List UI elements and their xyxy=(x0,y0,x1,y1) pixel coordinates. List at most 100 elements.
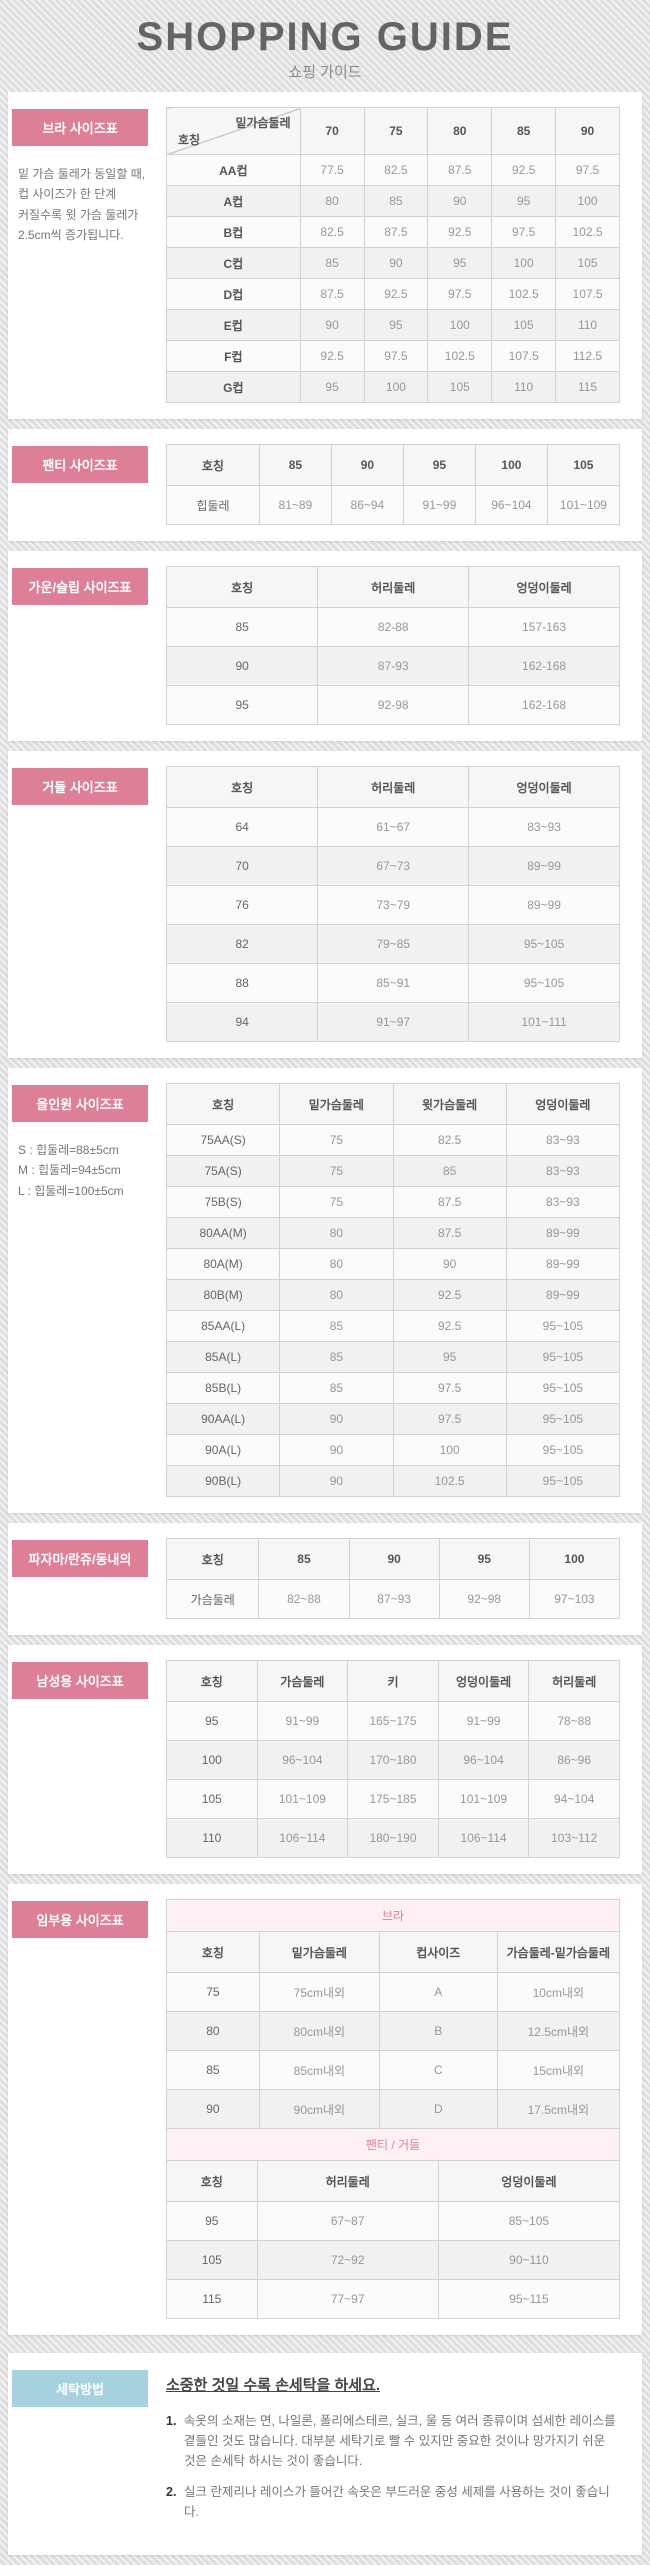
row-label-cell: 힙둘레 xyxy=(166,485,260,525)
table-cell: 17.5cm내외 xyxy=(496,2089,621,2129)
table-cell: 97.5 xyxy=(491,216,557,248)
table-cell: 165~175 xyxy=(347,1701,439,1741)
table-cell: 101~109 xyxy=(437,1779,530,1819)
table-cell: 90 xyxy=(279,1434,394,1466)
table-cell: 180~190 xyxy=(347,1818,439,1858)
table-cell: 90~110 xyxy=(437,2240,621,2280)
table-cell: 12.5cm내외 xyxy=(496,2011,621,2051)
table-header-cell: 엉덩이둘레 xyxy=(437,2160,621,2202)
table-header-cell: 호칭 xyxy=(165,766,319,808)
washing-item-text: 실크 란제리나 레이스가 들어간 속옷은 부드러운 중성 세제를 사용하는 것이… xyxy=(184,2485,610,2519)
size-table: 호칭 허리둘레 엉덩이둘레 64 61~67 83~93 70 67~73 89~99 76 73~… xyxy=(165,766,620,1042)
table-header-cell: 85 xyxy=(258,1538,350,1580)
row-label-cell: 90A(L) xyxy=(165,1434,281,1466)
table-cell: 95 xyxy=(427,247,493,279)
table-row: 70 67~73 89~99 xyxy=(165,846,620,886)
table-cell: 95~105 xyxy=(505,1465,621,1497)
row-label-cell: D컵 xyxy=(166,278,301,310)
table-cell: 83~93 xyxy=(505,1155,621,1187)
washing-item-text: 속옷의 소재는 면, 나일론, 폴리에스테르, 실크, 울 등 여러 종류이며 … xyxy=(184,2414,616,2468)
table-header-cell: 호칭 xyxy=(165,1083,281,1125)
table-cell: 83~93 xyxy=(468,807,620,847)
table-cell: 96~104 xyxy=(256,1740,349,1780)
table-cell: 94~104 xyxy=(528,1779,620,1819)
table-row: 75AA(S) 75 82.5 83~93 xyxy=(165,1124,621,1156)
section-pajama-size: 파자마/란쥬/동내의 호칭 85 90 95 100 가슴둘레 82~88 87~93 92~9… xyxy=(8,1523,642,1635)
table-cell: 78~88 xyxy=(528,1701,620,1741)
table-cell: 77~97 xyxy=(256,2279,439,2319)
table-cell: 72~92 xyxy=(256,2240,439,2280)
table-row: AA컵 77.5 82.5 87.5 92.5 97.5 xyxy=(166,154,620,186)
table-cell: 89~99 xyxy=(505,1279,621,1311)
table-cell: 92~98 xyxy=(438,1579,530,1619)
table-cell: 95~115 xyxy=(437,2279,621,2319)
row-label-cell: 115 xyxy=(166,2279,258,2319)
table-cell: 82-88 xyxy=(317,607,470,647)
table-cell: 106~114 xyxy=(256,1818,349,1858)
table-header-cell: 윗가슴둘레 xyxy=(392,1083,507,1125)
page-title: SHOPPING GUIDE xyxy=(136,15,514,59)
section-panty-size: 팬티 사이즈표 호칭 85 90 95 100 105 힙둘레 81~89 86~94 91~99… xyxy=(8,429,642,541)
table-cell: 10cm내외 xyxy=(496,1972,621,2012)
section-label-maternity: 임부용 사이즈표 xyxy=(12,1901,148,1938)
row-label-cell: 95 xyxy=(166,1701,258,1741)
table-cell: 89~99 xyxy=(468,846,620,886)
table-cell: 82.5 xyxy=(299,216,365,248)
row-label-cell: C컵 xyxy=(166,247,301,279)
table-row: 85A(L) 85 95 95~105 xyxy=(165,1341,621,1373)
table-cell: 92.5 xyxy=(491,154,557,186)
bra-size-note: 밑 가슴 둘레가 동일할 때, 컵 사이즈가 한 단계 커질수록 윗 가슴 둘레가 2… xyxy=(18,167,146,243)
table-cell: 95~105 xyxy=(505,1403,621,1435)
section-maternity-size: 임부용 사이즈표 브라 호칭 밑가슴둘레 컵사이즈 가슴둘레-밑가슴둘레 75 75cm내외… xyxy=(8,1884,642,2335)
section-label-washing: 세탁방법 xyxy=(12,2370,148,2407)
table-cell: 95 xyxy=(363,309,429,341)
washing-title: 소중한 것일 수록 손세탁을 하세요. xyxy=(166,2377,381,2394)
row-label-cell: F컵 xyxy=(166,340,301,372)
allinone-table-area: 호칭 밑가슴둘레 윗가슴둘레 엉덩이둘레 75AA(S) 75 82.5 83~93 75A(S… xyxy=(165,1083,642,1497)
table-cell: 100 xyxy=(555,185,620,217)
table-header-cell: 85 xyxy=(491,107,557,155)
table-caption: 브라 xyxy=(166,1899,620,1932)
table-header-cell: 호칭 xyxy=(165,566,319,608)
row-label-cell: 90AA(L) xyxy=(165,1403,281,1435)
size-table: 호칭 가슴둘레 키 엉덩이둘레 허리둘레 95 91~99 165~175 91~99 78~88… xyxy=(166,1660,620,1858)
pajama-table-area: 호칭 85 90 95 100 가슴둘레 82~88 87~93 92~98 97~103 xyxy=(165,1538,642,1619)
table-cell: 102.5 xyxy=(491,278,557,310)
washing-item: 2. 실크 란제리나 레이스가 들어간 속옷은 부드러운 중성 세제를 사용하는 … xyxy=(166,2482,620,2522)
table-header-cell: 100 xyxy=(474,444,548,486)
table-row: 가슴둘레 82~88 87~93 92~98 97~103 xyxy=(165,1579,621,1619)
row-label-cell: 85B(L) xyxy=(165,1372,281,1404)
table-header-cell: 95 xyxy=(402,444,476,486)
table-row: 80B(M) 80 92.5 89~99 xyxy=(165,1279,621,1311)
table-header-row: 밑가슴둘레 호칭 70 75 80 85 90 xyxy=(166,107,620,155)
table-cell: 170~180 xyxy=(347,1740,439,1780)
table-cell: 85~105 xyxy=(437,2201,621,2241)
table-cell: 87~93 xyxy=(348,1579,440,1619)
table-cell: 75 xyxy=(279,1186,394,1218)
table-row: 90 90cm내외 D 17.5cm내외 xyxy=(166,2089,621,2129)
table-cell: 86~94 xyxy=(330,485,404,525)
table-cell: 96~104 xyxy=(474,485,548,525)
table-row: 95 67~87 85~105 xyxy=(166,2201,621,2241)
table-cell: 162-168 xyxy=(468,685,620,725)
table-row: 85AA(L) 85 92.5 95~105 xyxy=(165,1310,621,1342)
table-cell: 87.5 xyxy=(392,1186,507,1218)
table-header-cell: 80 xyxy=(427,107,493,155)
table-cell: 85 xyxy=(299,247,365,279)
page-header: SHOPPING GUIDE 쇼핑 가이드 xyxy=(0,0,650,92)
row-label-cell: 64 xyxy=(165,807,319,847)
table-cell: 77.5 xyxy=(299,154,365,186)
table-cell: B xyxy=(378,2011,498,2051)
table-header-row: 호칭 가슴둘레 키 엉덩이둘레 허리둘레 xyxy=(166,1660,620,1702)
table-cell: 115 xyxy=(555,371,620,403)
section-label-panty: 팬티 사이즈표 xyxy=(12,446,148,483)
table-cell: 100 xyxy=(392,1434,507,1466)
table-cell: 75cm내외 xyxy=(258,1972,380,2012)
table-cell: 83~93 xyxy=(505,1186,621,1218)
table-cell: 85 xyxy=(279,1372,394,1404)
washing-item-number: 1. xyxy=(166,2414,177,2428)
table-cell: 162-168 xyxy=(468,646,620,686)
table-header-cell: 70 xyxy=(299,107,365,155)
table-cell: 85 xyxy=(363,185,429,217)
table-cell: 82.5 xyxy=(363,154,429,186)
